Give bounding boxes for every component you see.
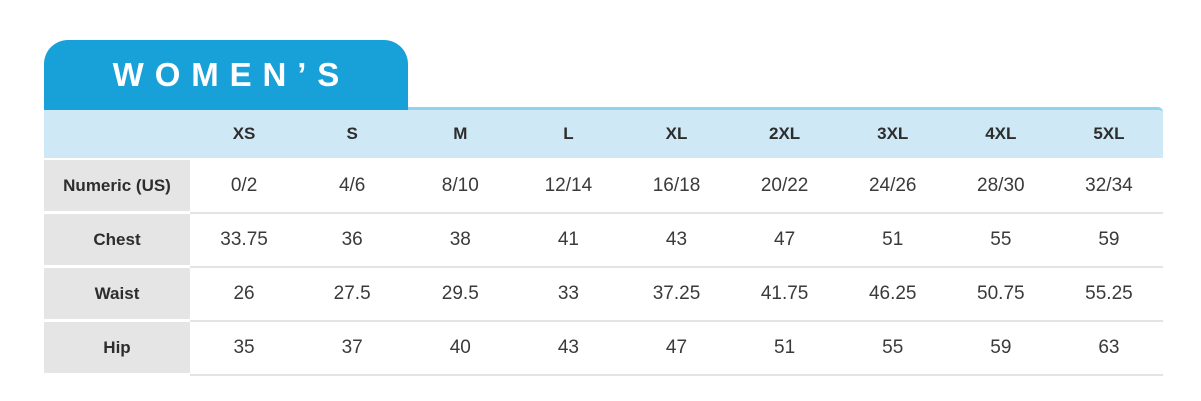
size-value-cell: 0/2 xyxy=(190,160,299,214)
size-value-cell: 8/10 xyxy=(406,160,515,214)
size-header-row: XS S M L XL 2XL 3XL 4XL 5XL xyxy=(44,107,1163,160)
table-row-waist: Waist 26 27.5 29.5 33 37.25 41.75 46.25 … xyxy=(44,268,1163,322)
size-column-header: XL xyxy=(622,107,731,160)
size-value-cell: 12/14 xyxy=(514,160,623,214)
row-label: Numeric (US) xyxy=(44,160,190,214)
size-value-cell: 32/34 xyxy=(1054,160,1163,214)
size-value-cell: 40 xyxy=(406,322,515,376)
size-value-cell: 29.5 xyxy=(406,268,515,322)
size-column-header: 2XL xyxy=(730,107,839,160)
size-value-cell: 37 xyxy=(298,322,407,376)
size-column-header: 5XL xyxy=(1054,107,1163,160)
size-value-cell: 55.25 xyxy=(1054,268,1163,322)
row-label: Waist xyxy=(44,268,190,322)
size-value-cell: 59 xyxy=(946,322,1055,376)
size-value-cell: 28/30 xyxy=(946,160,1055,214)
size-value-cell: 24/26 xyxy=(838,160,947,214)
size-value-cell: 55 xyxy=(838,322,947,376)
size-value-cell: 35 xyxy=(190,322,299,376)
size-column-header: 3XL xyxy=(838,107,947,160)
row-label: Hip xyxy=(44,322,190,376)
table-row-chest: Chest 33.75 36 38 41 43 47 51 55 59 xyxy=(44,214,1163,268)
size-column-header: XS xyxy=(190,107,299,160)
table-row-hip: Hip 35 37 40 43 47 51 55 59 63 xyxy=(44,322,1163,376)
size-value-cell: 26 xyxy=(190,268,299,322)
row-label: Chest xyxy=(44,214,190,268)
table-row-numeric-us: Numeric (US) 0/2 4/6 8/10 12/14 16/18 20… xyxy=(44,160,1163,214)
size-column-header: M xyxy=(406,107,515,160)
size-table: XS S M L XL 2XL 3XL 4XL 5XL Numeric (US)… xyxy=(44,107,1163,376)
size-value-cell: 38 xyxy=(406,214,515,268)
size-value-cell: 33.75 xyxy=(190,214,299,268)
tab-womens[interactable]: WOMEN’S xyxy=(44,40,408,110)
size-value-cell: 63 xyxy=(1054,322,1163,376)
size-value-cell: 33 xyxy=(514,268,623,322)
size-value-cell: 47 xyxy=(730,214,839,268)
size-value-cell: 55 xyxy=(946,214,1055,268)
size-value-cell: 27.5 xyxy=(298,268,407,322)
size-value-cell: 47 xyxy=(622,322,731,376)
size-value-cell: 4/6 xyxy=(298,160,407,214)
size-value-cell: 43 xyxy=(514,322,623,376)
size-value-cell: 41 xyxy=(514,214,623,268)
size-value-cell: 46.25 xyxy=(838,268,947,322)
size-value-cell: 43 xyxy=(622,214,731,268)
tab-womens-label: WOMEN’S xyxy=(112,56,351,93)
size-column-header: S xyxy=(298,107,407,160)
size-value-cell: 51 xyxy=(730,322,839,376)
corner-cell xyxy=(44,107,190,160)
size-value-cell: 50.75 xyxy=(946,268,1055,322)
size-column-header: L xyxy=(514,107,623,160)
size-value-cell: 59 xyxy=(1054,214,1163,268)
size-value-cell: 51 xyxy=(838,214,947,268)
womens-size-chart: WOMEN’S XS S M L XL 2XL 3XL 4XL 5XL Nume… xyxy=(44,40,1163,376)
size-value-cell: 36 xyxy=(298,214,407,268)
size-value-cell: 20/22 xyxy=(730,160,839,214)
size-column-header: 4XL xyxy=(946,107,1055,160)
size-value-cell: 41.75 xyxy=(730,268,839,322)
size-value-cell: 37.25 xyxy=(622,268,731,322)
size-value-cell: 16/18 xyxy=(622,160,731,214)
